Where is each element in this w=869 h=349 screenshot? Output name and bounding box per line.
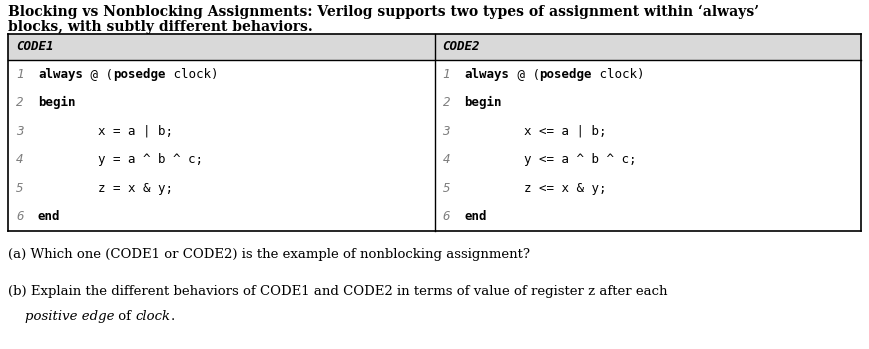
Text: 1: 1 [442,68,450,81]
Text: (b) Explain the different behaviors of CODE1 and CODE2 in terms of value of regi: (b) Explain the different behaviors of C… [8,285,667,298]
Text: CODE1: CODE1 [16,40,54,53]
Text: (a) Which one (CODE1 or CODE2) is the example of nonblocking assignment?: (a) Which one (CODE1 or CODE2) is the ex… [8,248,530,261]
Text: positive edge: positive edge [25,310,115,323]
Text: clock: clock [136,310,170,323]
Text: clock): clock) [165,68,218,81]
Text: 6: 6 [442,210,450,223]
Text: 3: 3 [442,125,450,138]
Text: end: end [465,210,487,223]
Text: blocks, with subtly different behaviors.: blocks, with subtly different behaviors. [8,20,313,34]
Text: 2: 2 [16,96,23,109]
Text: 3: 3 [16,125,23,138]
Text: @ (: @ ( [83,68,113,81]
Text: posedge: posedge [113,68,165,81]
Text: Blocking vs Nonblocking Assignments: Verilog supports two types of assignment wi: Blocking vs Nonblocking Assignments: Ver… [8,5,759,19]
Text: x = a | b;: x = a | b; [38,125,173,138]
Text: always: always [465,68,509,81]
Text: posedge: posedge [540,68,592,81]
Text: begin: begin [465,96,502,109]
Text: 1: 1 [16,68,23,81]
Text: clock): clock) [592,68,645,81]
Text: 6: 6 [16,210,23,223]
Text: 2: 2 [442,96,450,109]
Text: y = a ^ b ^ c;: y = a ^ b ^ c; [38,153,203,166]
Text: 5: 5 [442,182,450,195]
Text: y <= a ^ b ^ c;: y <= a ^ b ^ c; [465,153,637,166]
Text: end: end [38,210,61,223]
Text: @ (: @ ( [509,68,540,81]
FancyBboxPatch shape [8,34,434,60]
Text: 4: 4 [16,153,23,166]
Text: 5: 5 [16,182,23,195]
Text: .: . [170,310,175,323]
Text: begin: begin [38,96,76,109]
FancyBboxPatch shape [434,34,861,60]
Text: x <= a | b;: x <= a | b; [465,125,607,138]
Text: always: always [38,68,83,81]
Text: 4: 4 [442,153,450,166]
Text: z <= x & y;: z <= x & y; [465,182,607,195]
Text: of: of [115,310,136,323]
Text: CODE2: CODE2 [442,40,480,53]
Text: z = x & y;: z = x & y; [38,182,173,195]
